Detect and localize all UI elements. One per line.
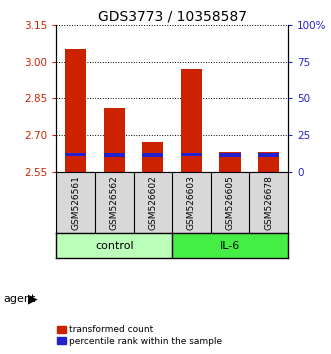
Bar	[142, 142, 164, 172]
Bar	[104, 153, 125, 156]
Bar	[172, 233, 288, 258]
Text: control: control	[95, 241, 133, 251]
Text: GSM526605: GSM526605	[225, 175, 235, 230]
Legend: transformed count, percentile rank within the sample: transformed count, percentile rank withi…	[58, 325, 222, 346]
Bar	[65, 49, 86, 172]
Bar	[65, 153, 86, 156]
Text: IL-6: IL-6	[220, 241, 240, 251]
Bar	[219, 152, 241, 172]
Bar	[181, 69, 202, 172]
Text: GSM526562: GSM526562	[110, 175, 119, 229]
Bar	[258, 153, 279, 156]
Text: GSM526602: GSM526602	[148, 175, 157, 229]
Bar	[219, 153, 241, 156]
Bar	[142, 153, 164, 156]
Title: GDS3773 / 10358587: GDS3773 / 10358587	[98, 10, 247, 24]
Bar	[56, 233, 172, 258]
Text: ▶: ▶	[28, 293, 38, 306]
Text: GSM526678: GSM526678	[264, 175, 273, 230]
Text: GSM526603: GSM526603	[187, 175, 196, 230]
Text: GSM526561: GSM526561	[71, 175, 80, 230]
Bar	[181, 153, 202, 156]
Bar	[104, 108, 125, 172]
Bar	[258, 152, 279, 172]
Text: agent: agent	[3, 294, 36, 304]
